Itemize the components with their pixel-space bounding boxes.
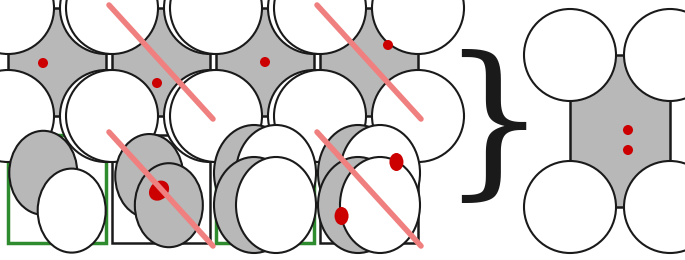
Bar xyxy=(8,135,106,243)
Circle shape xyxy=(60,0,152,54)
Circle shape xyxy=(268,70,360,162)
Bar xyxy=(216,135,314,243)
Circle shape xyxy=(624,161,685,253)
Circle shape xyxy=(383,40,393,50)
Ellipse shape xyxy=(340,157,420,253)
Bar xyxy=(320,135,418,243)
Circle shape xyxy=(170,70,262,162)
Circle shape xyxy=(38,58,48,68)
Circle shape xyxy=(0,0,54,54)
Bar xyxy=(112,135,210,243)
Circle shape xyxy=(164,0,256,54)
Ellipse shape xyxy=(38,168,105,253)
Circle shape xyxy=(260,57,270,67)
Bar xyxy=(112,8,210,116)
Ellipse shape xyxy=(149,181,169,201)
Circle shape xyxy=(274,70,366,162)
Ellipse shape xyxy=(318,157,398,253)
Ellipse shape xyxy=(115,134,184,218)
Ellipse shape xyxy=(214,157,294,253)
Circle shape xyxy=(152,78,162,88)
Ellipse shape xyxy=(334,207,349,225)
Ellipse shape xyxy=(390,153,403,171)
Circle shape xyxy=(66,70,158,162)
Bar xyxy=(8,8,106,116)
Text: }: } xyxy=(440,49,546,211)
Bar xyxy=(216,8,314,116)
Circle shape xyxy=(372,70,464,162)
Circle shape xyxy=(66,0,158,54)
Circle shape xyxy=(524,9,616,101)
Circle shape xyxy=(170,0,262,54)
Circle shape xyxy=(164,70,256,162)
Bar xyxy=(320,8,418,116)
Bar xyxy=(570,55,670,207)
Ellipse shape xyxy=(236,125,316,221)
Circle shape xyxy=(274,0,366,54)
Ellipse shape xyxy=(10,131,77,215)
Ellipse shape xyxy=(340,125,420,221)
Circle shape xyxy=(372,0,464,54)
Circle shape xyxy=(623,125,633,135)
Circle shape xyxy=(0,70,54,162)
Circle shape xyxy=(623,145,633,155)
Circle shape xyxy=(524,161,616,253)
Ellipse shape xyxy=(318,125,398,221)
Ellipse shape xyxy=(214,125,294,221)
Circle shape xyxy=(624,9,685,101)
Ellipse shape xyxy=(135,163,203,247)
Circle shape xyxy=(268,0,360,54)
Ellipse shape xyxy=(236,157,316,253)
Circle shape xyxy=(60,70,152,162)
